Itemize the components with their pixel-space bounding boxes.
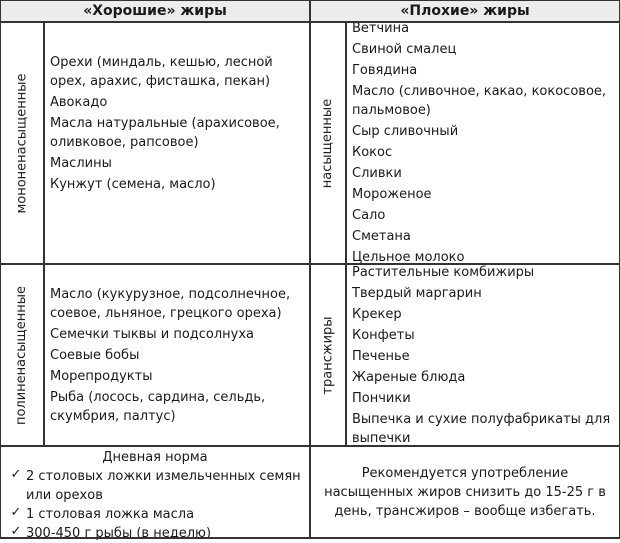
daily-item: ✓ 300-450 г рыбы (в неделю) (6, 524, 304, 543)
daily-norm-title: Дневная норма (102, 450, 208, 465)
list-monounsaturated: Орехи (миндаль, кешью, лесной орех, арах… (44, 22, 310, 264)
daily-item-text: 2 столовых ложки измельченных семян или … (26, 469, 301, 503)
list-item: Авокадо (50, 94, 108, 110)
list-item: Морепродукты (50, 368, 153, 384)
list-item: Пончики (352, 390, 411, 406)
list-item: Цельное молоко (352, 250, 465, 265)
divider (345, 22, 347, 446)
recommendation-text: Рекомендуется употребление насыщенных жи… (324, 466, 606, 519)
daily-item-text: 300-450 г рыбы (в неделю) (26, 526, 212, 541)
list-polyunsaturated: Масло (кукурузное, подсолнечное, соевое,… (44, 264, 310, 446)
list-item: Говядина (352, 63, 418, 78)
list-item: Сметана (352, 229, 411, 244)
list-item: Ветчина (352, 21, 410, 36)
divider (0, 0, 1, 539)
label-polyunsaturated: полиненасыщенные (0, 264, 44, 446)
list-item: Кокос (352, 145, 393, 160)
header-good-fats: «Хорошие» жиры (0, 0, 310, 22)
label-text: мононенасыщенные (14, 72, 30, 214)
label-text: полиненасыщенные (14, 285, 30, 425)
list-item: Растительные комбижиры (352, 264, 535, 280)
divider (43, 22, 45, 446)
list-item: Масло (сливочное, какао, кокосовое, паль… (352, 84, 607, 118)
daily-norm-cell: Дневная норма ✓ 2 столовых ложки измельче… (0, 446, 310, 541)
list-trans-fats: Растительные комбижиры Твердый маргарин … (346, 264, 620, 446)
list-item: Орехи (миндаль, кешью, лесной орех, арах… (50, 54, 273, 89)
check-icon: ✓ (10, 467, 22, 482)
list-item: Сало (352, 208, 386, 223)
list-item: Маслины (50, 155, 112, 171)
list-item: Масла натуральные (арахисовое, оливковое… (50, 115, 280, 150)
list-item: Соевые бобы (50, 347, 140, 363)
label-monounsaturated: мононенасыщенные (0, 22, 44, 264)
list-saturated: Ветчина Свиной смалец Говядина Масло (сл… (346, 21, 620, 265)
list-item: Кунжут (семена, масло) (50, 176, 216, 192)
check-icon: ✓ (10, 524, 22, 539)
daily-item-text: 1 столовая ложка масла (26, 507, 195, 522)
list-item: Конфеты (352, 327, 415, 343)
check-icon: ✓ (10, 505, 22, 520)
list-item: Рыба (лосось, сардина, сельдь, скумбрия,… (50, 389, 266, 424)
daily-item: ✓ 1 столовая ложка масла (6, 505, 304, 524)
recommendation-cell: Рекомендуется употребление насыщенных жи… (310, 446, 620, 539)
list-item: Сливки (352, 166, 402, 181)
list-item: Твердый маргарин (352, 285, 482, 301)
list-item: Печенье (352, 348, 410, 364)
divider (309, 0, 311, 539)
list-item: Сыр сливочный (352, 124, 459, 139)
list-item: Мороженое (352, 187, 432, 202)
list-item: Свиной смалец (352, 42, 457, 57)
header-bad-fats: «Плохие» жиры (310, 0, 620, 22)
label-text: трансжиры (320, 315, 336, 395)
daily-item: ✓ 2 столовых ложки измельченных семян или… (6, 467, 304, 505)
list-item: Семечки тыквы и подсолнуха (50, 326, 255, 342)
list-item: Выпечка и сухие полуфабрикаты для выпечк… (352, 411, 611, 446)
label-saturated: насыщенные (310, 22, 346, 264)
label-trans-fats: трансжиры (310, 264, 346, 446)
list-item: Жареные блюда (352, 369, 466, 385)
list-item: Крекер (352, 306, 402, 322)
list-item: Масло (кукурузное, подсолнечное, соевое,… (50, 286, 291, 321)
label-text: насыщенные (320, 98, 336, 188)
